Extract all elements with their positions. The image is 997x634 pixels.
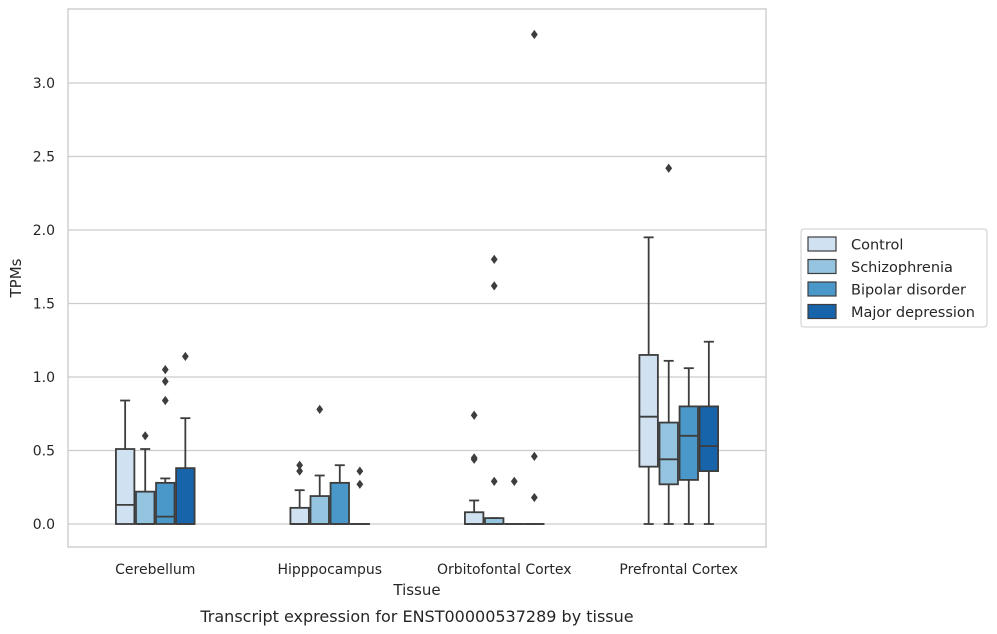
legend-label: Bipolar disorder xyxy=(851,283,966,299)
box-major-depression xyxy=(698,340,719,525)
x-tick-labels: Cerebellum Hipppocampus Orbitofontal Corte… xyxy=(115,562,738,578)
y-axis-title: TPMs xyxy=(7,258,25,298)
outlier-point xyxy=(530,29,538,40)
legend-swatch xyxy=(807,281,837,297)
box-iqr xyxy=(698,405,719,472)
box-bipolar-disorder xyxy=(155,365,176,525)
y-tick-label: 1.5 xyxy=(33,297,55,313)
box-schizophrenia xyxy=(309,404,330,525)
outlier-point xyxy=(356,479,364,489)
legend-item: Control xyxy=(807,236,903,254)
box-major-depression xyxy=(524,29,545,525)
box-control xyxy=(464,410,485,525)
x-tick-label: Cerebellum xyxy=(115,562,195,578)
box-major-depression xyxy=(349,466,370,525)
outlier-point xyxy=(665,163,673,173)
outlier-point xyxy=(470,453,478,463)
outlier-point xyxy=(530,451,538,461)
box-iqr xyxy=(289,506,310,525)
y-tick-label: 0.5 xyxy=(33,444,55,460)
legend-label: Schizophrenia xyxy=(851,260,953,276)
box-major-depression xyxy=(175,351,196,525)
outlier-point xyxy=(356,466,364,476)
x-axis-title: Tissue xyxy=(392,581,440,599)
box-iqr xyxy=(309,495,330,525)
box-schizophrenia xyxy=(658,163,679,525)
outlier-point xyxy=(181,351,189,362)
box-bipolar-disorder xyxy=(329,464,350,525)
box-schizophrenia xyxy=(135,431,156,525)
outlier-point xyxy=(161,365,169,375)
outlier-point xyxy=(296,460,304,470)
box-bipolar-disorder xyxy=(504,476,525,525)
x-tick-label: Orbitofontal Cortex xyxy=(437,562,572,578)
legend-label: Control xyxy=(851,238,903,254)
outlier-point xyxy=(141,431,149,441)
outlier-point xyxy=(470,410,478,420)
y-tick-label: 1.0 xyxy=(33,370,55,386)
box-control xyxy=(289,460,310,525)
legend-swatch xyxy=(807,303,837,320)
legend-item: Schizophrenia xyxy=(807,258,953,276)
legend: Control Schizophrenia Bipolar disorder Majo… xyxy=(800,228,988,328)
box-iqr xyxy=(175,467,196,525)
outlier-point xyxy=(490,254,498,264)
box-iqr xyxy=(155,481,176,525)
outlier-point xyxy=(530,492,538,503)
box-iqr xyxy=(135,490,156,525)
outlier-point xyxy=(490,281,498,291)
box-iqr xyxy=(115,448,136,525)
outlier-point xyxy=(490,476,498,486)
box-iqr xyxy=(329,481,350,525)
y-tick-label: 3.0 xyxy=(33,76,55,92)
box-iqr xyxy=(658,421,679,486)
box-bipolar-disorder xyxy=(678,367,699,525)
legend-label: Major depression xyxy=(851,305,975,321)
outlier-point xyxy=(161,395,169,406)
legend-item: Major depression xyxy=(807,303,975,321)
chart-caption: Transcript expression for ENST0000053728… xyxy=(199,607,633,626)
outlier-point xyxy=(510,476,518,486)
box-control xyxy=(115,399,136,525)
y-tick-labels: 0.0 0.5 1.0 1.5 2.0 2.5 3.0 xyxy=(33,76,55,533)
box-iqr xyxy=(638,354,659,468)
y-tick-label: 0.0 xyxy=(33,517,55,533)
y-tick-label: 2.5 xyxy=(33,150,55,166)
box-control xyxy=(638,236,659,525)
legend-swatch xyxy=(807,236,837,252)
y-tick-label: 2.0 xyxy=(33,223,55,239)
box-schizophrenia xyxy=(484,254,505,525)
x-tick-label: Prefrontal Cortex xyxy=(619,562,738,578)
box-iqr xyxy=(678,405,699,481)
gridlines xyxy=(68,82,766,525)
legend-frame xyxy=(800,228,988,328)
outlier-point xyxy=(296,466,304,476)
plot-area-frame xyxy=(67,8,767,548)
x-tick-label: Hipppocampus xyxy=(277,562,382,578)
boxes xyxy=(115,29,719,525)
outlier-point xyxy=(161,376,169,387)
outlier-point xyxy=(316,404,324,414)
legend-swatch xyxy=(807,258,837,275)
box-iqr xyxy=(464,511,485,525)
legend-item: Bipolar disorder xyxy=(807,281,966,299)
